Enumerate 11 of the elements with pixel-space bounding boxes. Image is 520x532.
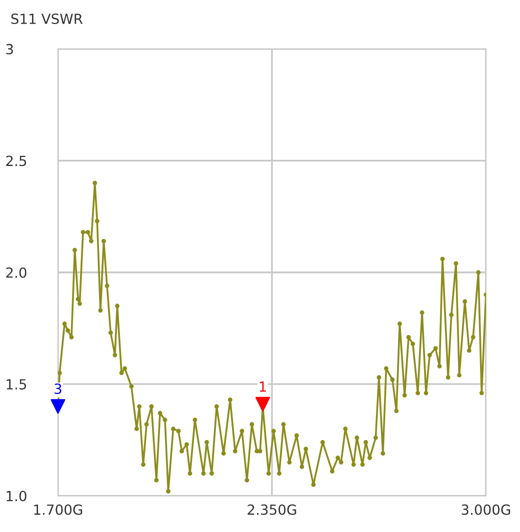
y-tick-label: 3 xyxy=(6,44,13,54)
series-label: 1 xyxy=(260,381,266,392)
chart-title: S11 VSWR xyxy=(11,14,83,24)
series-label: 3 xyxy=(54,384,62,394)
x-tick-label: 3.000G xyxy=(462,504,510,515)
y-tick-label: 2.5 xyxy=(6,156,26,166)
x-tick-label: 2.350G xyxy=(248,504,296,515)
y-tick-label: 1.5 xyxy=(6,379,26,390)
y-tick-label: 2.0 xyxy=(6,267,26,278)
x-tick-label: 1.700G xyxy=(34,504,82,515)
y-tick-label: 1.0 xyxy=(6,490,26,502)
